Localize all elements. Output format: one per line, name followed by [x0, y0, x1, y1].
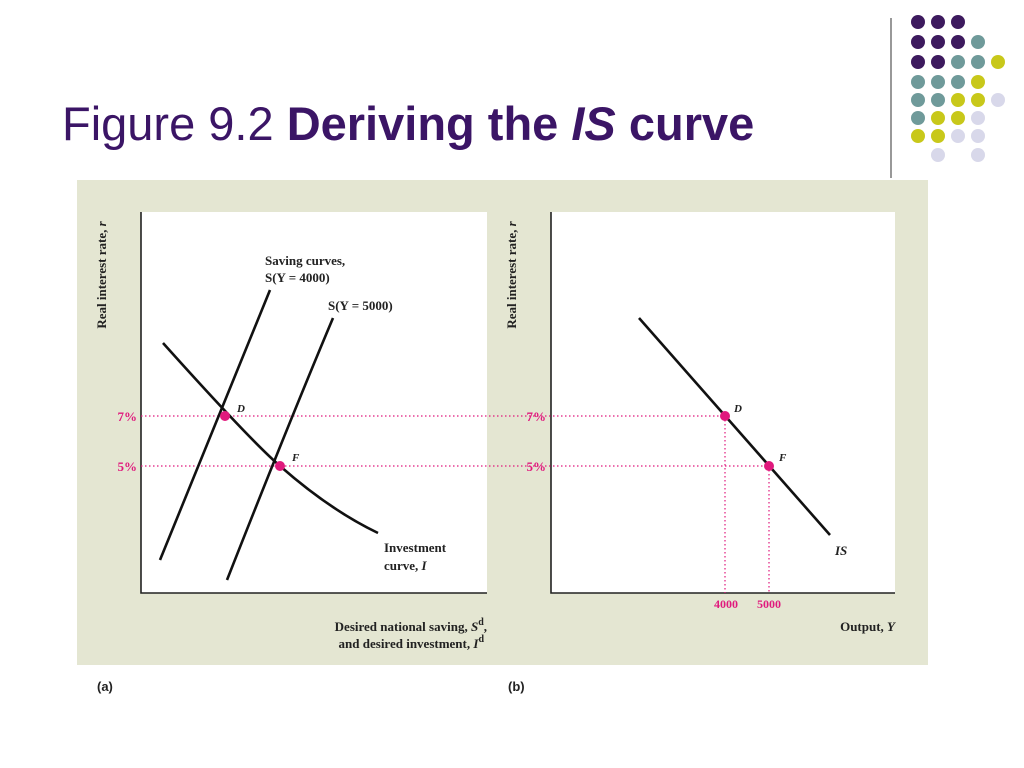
label-text: Real interest rate,	[504, 226, 519, 328]
axes-b	[550, 212, 895, 594]
decor-dot	[931, 55, 945, 69]
label-text: and desired investment,	[339, 636, 474, 651]
point	[720, 411, 730, 421]
title-bold: Deriving the	[287, 97, 559, 150]
y-axis-label: Real interest rate, r	[504, 220, 519, 328]
title-prefix: Figure 9.2	[62, 97, 274, 150]
point	[220, 411, 230, 421]
tick-label: 7%	[527, 409, 547, 424]
x-axis-label: and desired investment, Id	[339, 634, 485, 651]
decor-dot	[911, 75, 925, 89]
curve-label: S(Y = 5000)	[328, 298, 393, 313]
curve-label: S(Y = 4000)	[265, 270, 330, 285]
axes-a	[140, 212, 487, 594]
label-text: ,	[484, 619, 487, 634]
slide-title: Figure 9.2 Deriving the IS curve	[62, 97, 754, 150]
decor-dot	[971, 148, 985, 162]
decor-dot	[991, 93, 1005, 107]
decor-dot	[911, 93, 925, 107]
decor-dot	[971, 75, 985, 89]
decor-dot	[951, 15, 965, 29]
y-axis-label: Real interest rate, r	[94, 220, 109, 328]
decor-dot	[951, 75, 965, 89]
point-label: D	[236, 403, 245, 415]
label-text: Output,	[840, 619, 887, 634]
tick-label: 7%	[118, 409, 138, 424]
decor-dot	[931, 148, 945, 162]
curve-label: Saving curves,	[265, 253, 345, 268]
plot-a	[141, 212, 487, 593]
decor-dot	[931, 111, 945, 125]
decor-dot	[951, 129, 965, 143]
decor-dot	[931, 93, 945, 107]
decor-dot	[931, 35, 945, 49]
label-text: curve,	[384, 558, 422, 573]
label-text: Real interest rate,	[94, 226, 109, 328]
x-axis-label: Desired national saving, Sd,	[335, 617, 487, 634]
label-var: r	[504, 220, 519, 226]
decor-dot	[991, 55, 1005, 69]
label-var: S	[471, 619, 478, 634]
decor-dot	[951, 111, 965, 125]
decor-dot	[971, 129, 985, 143]
label-text: Desired national saving,	[335, 619, 471, 634]
panel-label: (b)	[508, 679, 525, 694]
tick-label: 5000	[757, 597, 781, 611]
decor-dot	[911, 55, 925, 69]
label-var: r	[94, 220, 109, 226]
decor-dot	[931, 15, 945, 29]
label-sup: d	[478, 634, 484, 645]
label-var: Y	[887, 619, 896, 634]
title-suffix: curve	[629, 97, 754, 150]
tick-label: 4000	[714, 597, 738, 611]
x-axis-label: Output, Y	[840, 619, 896, 634]
plot-b	[551, 212, 895, 593]
decor-dot	[951, 93, 965, 107]
point-label: F	[291, 452, 300, 464]
panel-label: (a)	[97, 679, 113, 694]
decor-dot	[931, 129, 945, 143]
decor-dot	[971, 35, 985, 49]
decor-dot	[911, 111, 925, 125]
decor-dot	[911, 15, 925, 29]
saving-curve	[158, 289, 272, 561]
curve-label: Investment	[384, 540, 447, 555]
curve-label: IS	[834, 543, 847, 558]
decor-dot	[931, 75, 945, 89]
point	[275, 461, 285, 471]
decor-dot	[911, 129, 925, 143]
decor-dots	[911, 15, 1005, 162]
label-var: I	[421, 558, 428, 573]
label-var: I	[472, 636, 479, 651]
title-italic: IS	[571, 97, 615, 150]
point-label: D	[733, 403, 742, 415]
curve-label: curve, I	[384, 558, 428, 573]
label-sup: d	[478, 617, 484, 628]
decor-dot	[951, 35, 965, 49]
decor-dot	[951, 55, 965, 69]
decor-dot	[971, 55, 985, 69]
saving-curve	[225, 317, 335, 581]
point-label: F	[778, 452, 787, 464]
point	[764, 461, 774, 471]
tick-label: 5%	[118, 459, 138, 474]
is-curve	[638, 317, 831, 536]
decor-dot	[971, 111, 985, 125]
decor-dot	[971, 93, 985, 107]
decor-dot	[911, 35, 925, 49]
tick-label: 5%	[527, 459, 547, 474]
